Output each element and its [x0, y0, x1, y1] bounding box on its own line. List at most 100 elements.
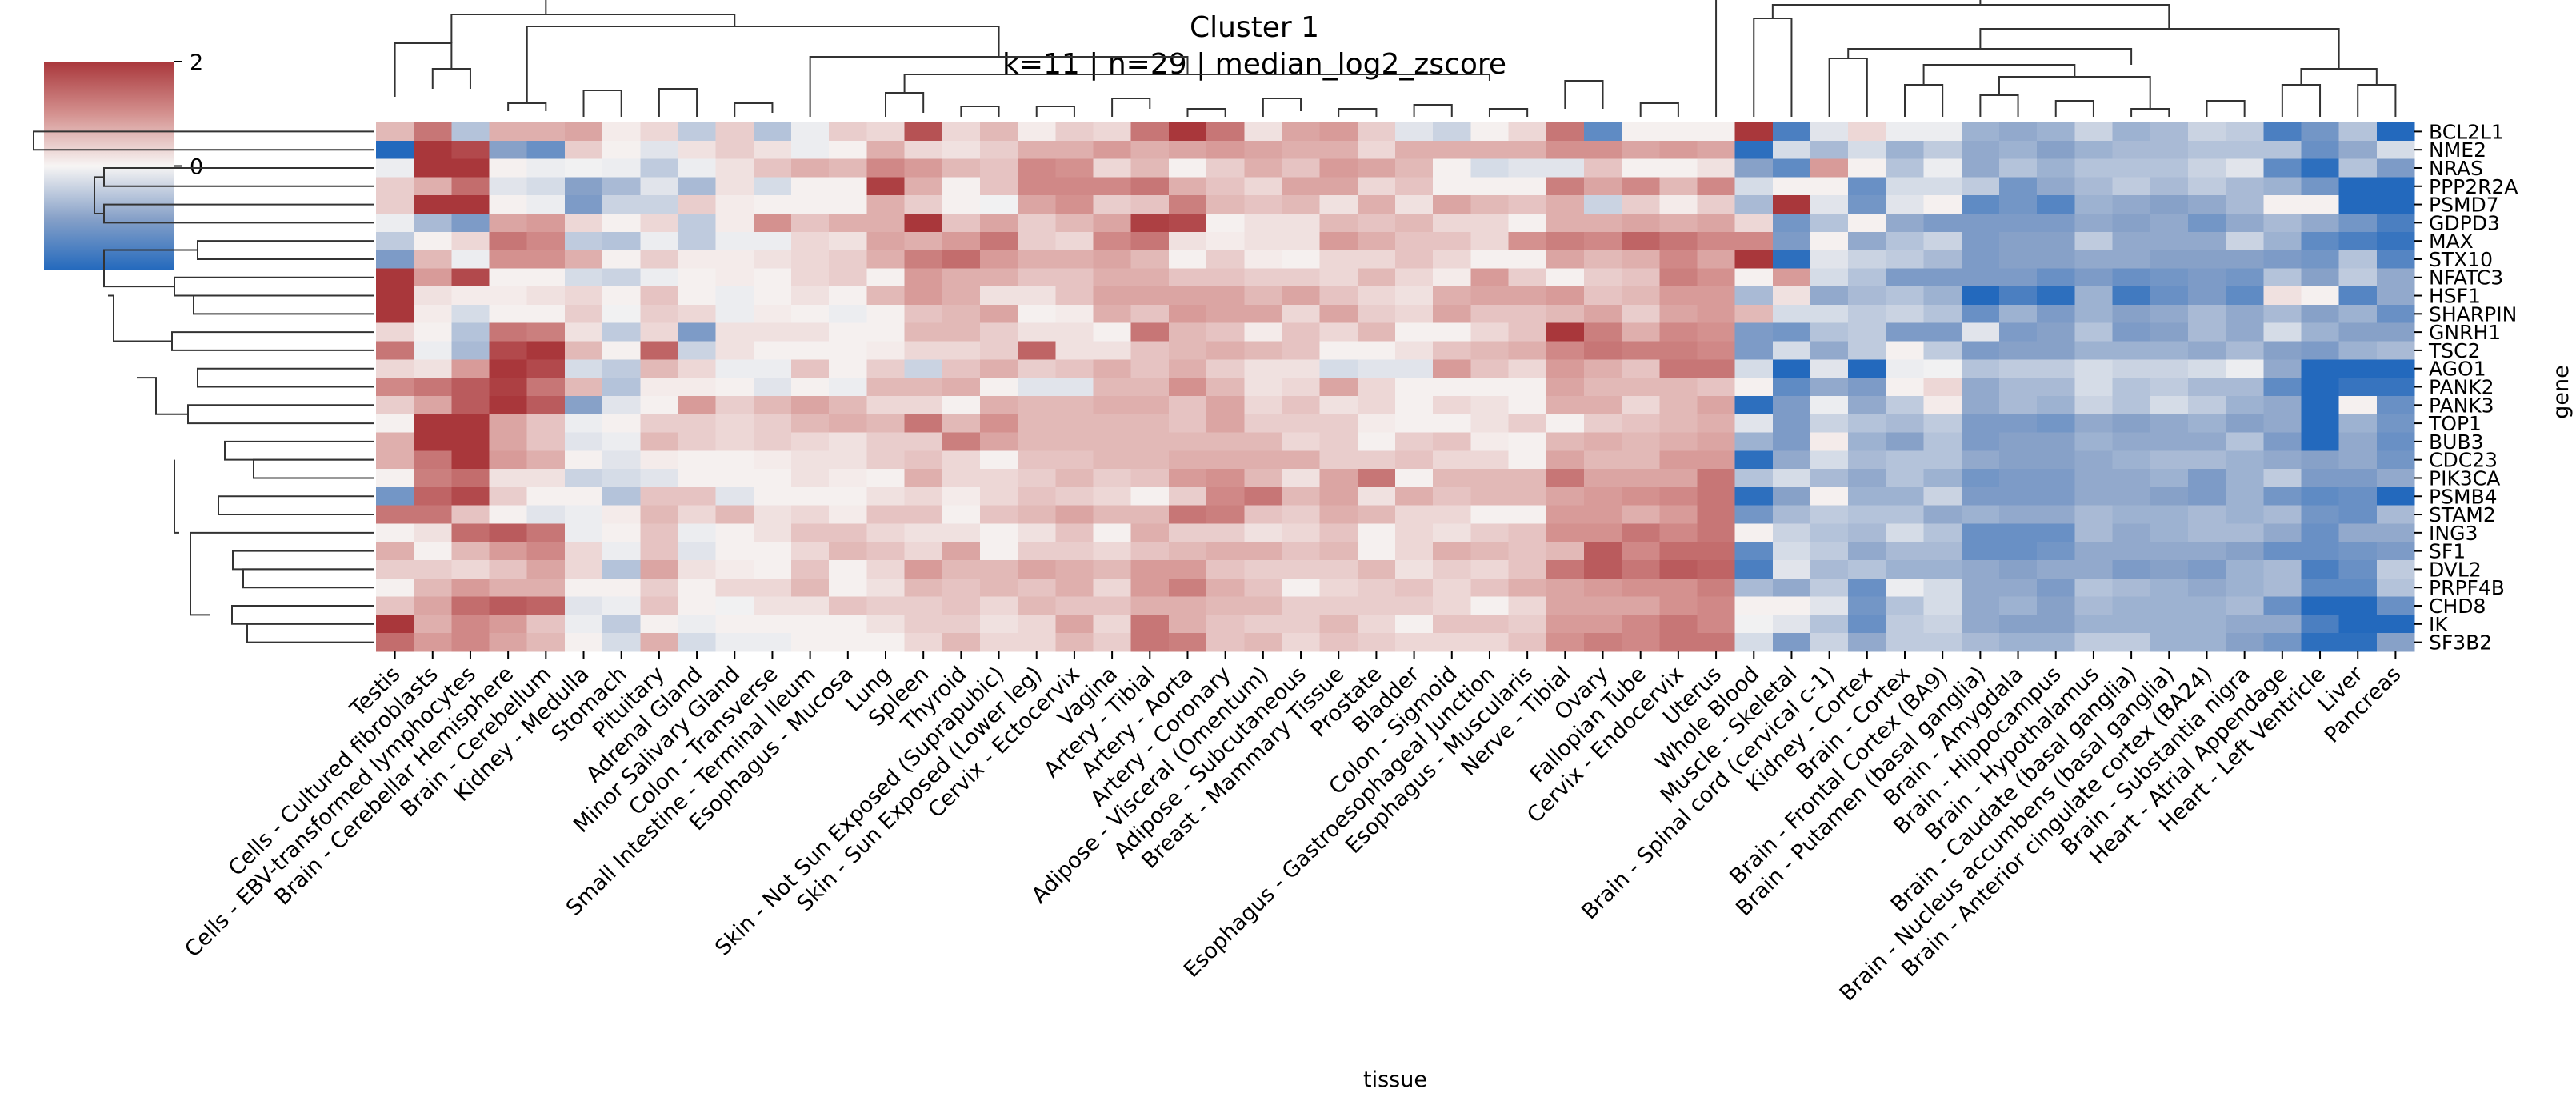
heatmap-cell: [791, 450, 830, 470]
heatmap-cell: [2112, 341, 2151, 360]
heatmap-cell: [1508, 432, 1547, 451]
heatmap-cell: [2187, 523, 2226, 542]
heatmap-cell: [1508, 505, 1547, 525]
heatmap-cell: [1093, 414, 1132, 434]
heatmap-cell: [526, 250, 566, 269]
dendrogram-link: [960, 106, 1000, 117]
heatmap-cell: [1583, 469, 1622, 488]
heatmap-cell: [942, 378, 981, 397]
heatmap-cell: [489, 250, 528, 269]
heatmap-cell: [1055, 213, 1094, 233]
heatmap-cell: [1734, 578, 1774, 598]
heatmap-cell: [1659, 378, 1698, 397]
heatmap-cell: [791, 414, 830, 434]
heatmap-cell: [2338, 341, 2378, 360]
heatmap-cell: [1206, 450, 1245, 470]
heatmap-cell: [2037, 341, 2075, 360]
heatmap-cell: [1734, 213, 1774, 233]
heatmap-cell: [979, 615, 1018, 634]
heatmap-cell: [640, 542, 679, 561]
heatmap-cell: [2187, 177, 2226, 196]
heatmap-cell: [1244, 195, 1283, 214]
heatmap-cell: [1848, 450, 1887, 470]
heatmap-cell: [2112, 523, 2151, 542]
heatmap-cell: [791, 231, 830, 251]
heatmap-cell: [1923, 286, 1962, 306]
heatmap-cell: [1433, 231, 1471, 251]
heatmap-cell: [1206, 523, 1245, 542]
heatmap-cell: [414, 633, 452, 652]
heatmap-cell: [1734, 486, 1774, 506]
heatmap-cell: [829, 268, 868, 287]
dendrogram-link: [174, 459, 179, 534]
heatmap-cell: [678, 505, 717, 525]
heatmap-cell: [2187, 414, 2226, 434]
heatmap-cell: [1886, 140, 1925, 160]
heatmap-cell: [678, 560, 717, 579]
heatmap-cell: [1659, 304, 1698, 324]
heatmap-cell: [1622, 213, 1660, 233]
heatmap-cell: [829, 395, 868, 415]
heatmap-cell: [376, 414, 414, 434]
row-label: STX10: [2429, 248, 2493, 271]
heatmap-cell: [1772, 195, 1811, 214]
heatmap-cell: [791, 615, 830, 634]
heatmap-cell: [1433, 560, 1471, 579]
heatmap-cell: [1659, 140, 1698, 160]
heatmap-cell: [829, 578, 868, 598]
heatmap-cell: [451, 341, 490, 360]
heatmap-cell: [1659, 523, 1698, 542]
heatmap-cell: [866, 560, 906, 579]
heatmap-cell: [414, 486, 452, 506]
heatmap-cell: [678, 596, 717, 616]
heatmap-cell: [1244, 322, 1283, 342]
heatmap-cell: [1697, 158, 1736, 178]
heatmap-cell: [640, 286, 679, 306]
heatmap-cell: [866, 322, 906, 342]
heatmap-cell: [2150, 542, 2189, 561]
heatmap-cell: [2226, 523, 2264, 542]
dendrogram-link: [174, 276, 374, 297]
heatmap-cell: [1546, 395, 1585, 415]
heatmap-cell: [2074, 615, 2114, 634]
heatmap-cell: [1093, 469, 1132, 488]
heatmap-cell: [451, 268, 490, 287]
heatmap-cell: [376, 250, 414, 269]
heatmap-cell: [1697, 250, 1736, 269]
heatmap-cell: [791, 633, 830, 652]
heatmap-cell: [2226, 469, 2264, 488]
heatmap-cell: [1508, 378, 1547, 397]
heatmap-cell: [1395, 505, 1434, 525]
heatmap-cell: [2074, 140, 2114, 160]
heatmap-cell: [1433, 122, 1471, 142]
heatmap-cell: [2150, 231, 2189, 251]
heatmap-cell: [791, 250, 830, 269]
heatmap-cell: [1018, 250, 1056, 269]
heatmap-cell: [2074, 177, 2114, 196]
heatmap-cell: [1659, 250, 1698, 269]
heatmap-cell: [1168, 432, 1207, 451]
heatmap-cell: [1772, 341, 1811, 360]
heatmap-cell: [1244, 158, 1283, 178]
heatmap-cell: [1546, 615, 1585, 634]
heatmap-cell: [866, 523, 906, 542]
heatmap-cell: [451, 596, 490, 616]
heatmap-cell: [1659, 158, 1698, 178]
heatmap-cell: [2150, 578, 2189, 598]
heatmap-cell: [1319, 231, 1358, 251]
heatmap-cell: [1697, 633, 1736, 652]
heatmap-cell: [640, 469, 679, 488]
heatmap-cell: [564, 286, 603, 306]
heatmap-cell: [715, 177, 754, 196]
heatmap-cell: [2376, 633, 2415, 652]
heatmap-cell: [2338, 578, 2378, 598]
heatmap-cell: [979, 195, 1018, 214]
heatmap-cell: [2376, 322, 2415, 342]
heatmap-cell: [1357, 432, 1396, 451]
heatmap-cell: [414, 378, 452, 397]
heatmap-cell: [1810, 213, 1849, 233]
heatmap-cell: [1923, 177, 1962, 196]
heatmap-cell: [715, 286, 754, 306]
heatmap-cell: [753, 450, 792, 470]
heatmap-cell: [1998, 140, 2038, 160]
